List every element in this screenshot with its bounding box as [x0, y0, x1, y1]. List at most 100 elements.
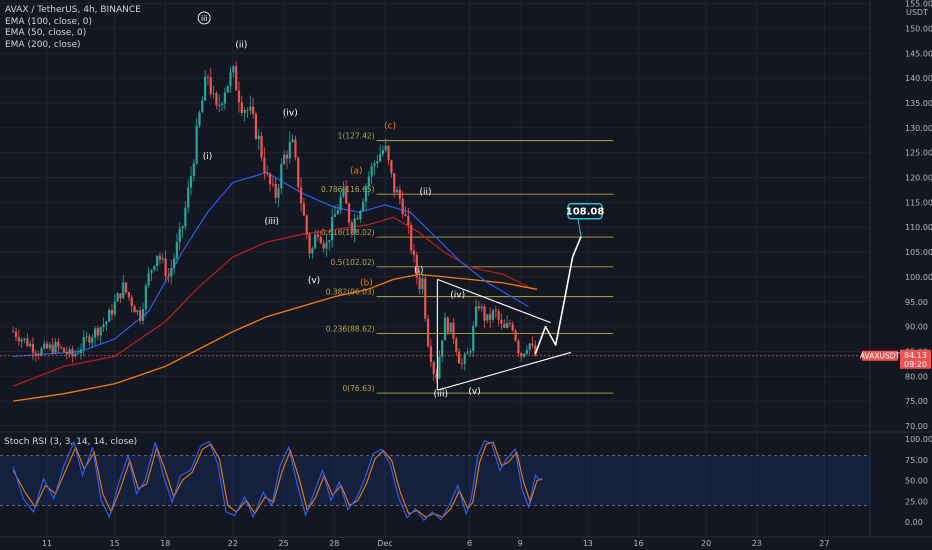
candle [153, 265, 156, 270]
time-axis[interactable]: 11 15 18 22 25 28 Dec 6 9 13 16 20 23 27 [42, 539, 830, 548]
triangle-lower-line [437, 351, 572, 391]
price-tick: 155.00 [905, 0, 932, 9]
candle [452, 322, 455, 339]
wave-label: (v) [468, 387, 480, 397]
wave-labels: iii (ii) (i) (iv) (iii) (v) (a) (b) (c) (ii) (i) (i… [197, 11, 481, 400]
candle [249, 106, 252, 111]
price-tick: 135.00 [905, 99, 932, 108]
symbol-title[interactable]: AVAX / TetherUS, 4h, BINANCE [5, 5, 141, 15]
candle [528, 343, 531, 350]
candle [232, 66, 235, 73]
candle [404, 214, 407, 216]
candle [305, 215, 308, 235]
price-tick: 95.00 [905, 298, 928, 307]
candle [418, 277, 421, 290]
candle [235, 66, 238, 91]
candle [285, 154, 289, 159]
candle [534, 345, 537, 356]
candle [29, 344, 32, 347]
candle [88, 336, 91, 343]
candle [432, 362, 435, 374]
candle [156, 255, 159, 266]
candle [517, 340, 520, 354]
candle [407, 215, 410, 226]
price-tag-value: 84.13 [904, 351, 927, 360]
indicator-ema100[interactable]: EMA (100, close, 0) [5, 16, 93, 27]
fib-label: 0.382(96.03) [326, 288, 375, 297]
candle [494, 310, 497, 312]
price-tick: 80.00 [905, 372, 928, 381]
candle [26, 338, 29, 347]
candle [257, 135, 260, 139]
candle [350, 222, 353, 233]
time-tick: 18 [160, 539, 170, 548]
candle [62, 347, 66, 353]
candle [500, 319, 503, 324]
candle [277, 188, 280, 198]
time-tick: 9 [518, 539, 523, 548]
candle [212, 93, 215, 95]
candle [60, 346, 63, 348]
candle [477, 306, 480, 309]
wave-label: (iii) [434, 390, 449, 400]
candle [85, 336, 88, 338]
candle [147, 272, 150, 286]
wave-label: (i) [203, 152, 213, 162]
time-tick: 27 [819, 539, 829, 548]
fib-label: 0(76.63) [342, 384, 374, 393]
stoch-k-line [12, 440, 541, 522]
candle [246, 109, 249, 111]
fibonacci-retracement[interactable]: 1(127.42) 0.786(116.65) 0.618(108.02) 0.5(1… [321, 132, 614, 394]
candle [20, 339, 23, 342]
time-tick: 6 [467, 539, 472, 548]
candle [441, 340, 444, 357]
candle [175, 242, 178, 259]
candle [184, 207, 187, 227]
candle [469, 350, 472, 353]
candle [91, 337, 94, 343]
candle [483, 306, 486, 321]
candle [455, 338, 458, 352]
time-tick: 16 [633, 539, 643, 548]
candle [511, 324, 514, 331]
candle [381, 150, 385, 155]
drawings[interactable] [436, 236, 582, 391]
candle [124, 282, 128, 293]
candle [45, 343, 49, 349]
candle [339, 196, 342, 211]
indicator-ema200[interactable]: EMA (200, close) [5, 39, 81, 50]
candle [435, 373, 438, 379]
candle [497, 311, 500, 320]
candle [319, 236, 322, 244]
time-tick: 23 [752, 539, 762, 548]
candle [415, 255, 418, 278]
candle [122, 282, 125, 299]
candle [283, 154, 286, 164]
candle [150, 269, 153, 273]
stoch-tick: 50.00 [905, 477, 928, 486]
candle [161, 258, 164, 260]
indicator-ema50[interactable]: EMA (50, close, 0) [5, 28, 87, 38]
price-tag: AVAXUSDT 84.13 09:20 [860, 349, 931, 369]
candle [367, 176, 370, 187]
stoch-axis: 100.00 75.00 50.00 25.00 0.00 [905, 435, 932, 527]
price-tick: 125.00 [905, 149, 932, 158]
stoch-rsi-label[interactable]: Stoch RSI (3, 3, 14, 14, close) [4, 437, 138, 447]
candle [373, 163, 376, 167]
candle [449, 322, 452, 333]
wave-label: (iv) [450, 290, 465, 300]
candle [201, 100, 204, 113]
candle [429, 346, 433, 363]
candle [393, 173, 396, 193]
candle [384, 145, 387, 151]
candles [12, 61, 537, 383]
candle [172, 258, 176, 269]
fib-label: 0.786(116.65) [321, 185, 375, 194]
fib-label: 0.236(88.62) [326, 324, 375, 333]
candle [268, 173, 272, 184]
price-tick: 100.00 [905, 273, 932, 282]
target-callout[interactable]: 108.08 [566, 203, 605, 237]
stoch-tick: 100.00 [905, 435, 932, 444]
candle [79, 349, 83, 353]
